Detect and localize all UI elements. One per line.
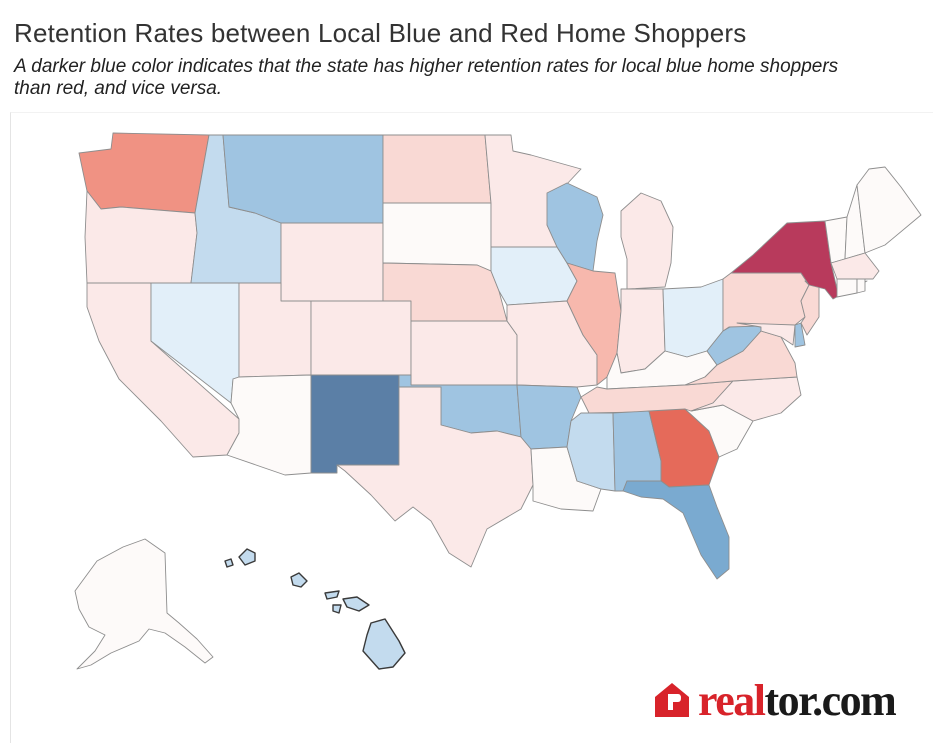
state-ME[interactable] xyxy=(856,166,922,254)
state-MI[interactable] xyxy=(620,192,674,290)
state-HI-islands[interactable] xyxy=(224,548,406,670)
us-choropleth-map xyxy=(74,132,922,670)
house-icon xyxy=(655,683,689,717)
map-area xyxy=(10,112,933,743)
state-TX[interactable] xyxy=(336,386,534,568)
state-PA[interactable] xyxy=(722,272,810,332)
logo-text: realtor.com xyxy=(698,675,897,725)
state-MA[interactable] xyxy=(830,252,880,280)
state-ND[interactable] xyxy=(382,134,492,204)
map-subtitle: A darker blue color indicates that the s… xyxy=(14,56,839,99)
state-AK[interactable] xyxy=(74,538,214,670)
state-AZ[interactable] xyxy=(226,374,312,476)
state-NM[interactable] xyxy=(310,374,400,474)
state-FL[interactable] xyxy=(622,480,730,580)
state-DE[interactable] xyxy=(794,322,806,348)
state-WY[interactable] xyxy=(280,222,384,302)
state-CT[interactable] xyxy=(836,278,858,298)
state-CO[interactable] xyxy=(310,300,412,376)
state-KS[interactable] xyxy=(410,320,518,386)
state-WA[interactable] xyxy=(78,132,210,214)
state-WI[interactable] xyxy=(546,182,604,272)
state-SD[interactable] xyxy=(382,202,492,272)
state-NJ[interactable] xyxy=(800,280,820,336)
state-RI[interactable] xyxy=(856,278,866,294)
realtor-logo: realtor.com xyxy=(652,675,897,725)
state-MT[interactable] xyxy=(222,134,384,224)
map-title: Retention Rates between Local Blue and R… xyxy=(14,18,747,48)
state-IL[interactable] xyxy=(566,262,622,386)
